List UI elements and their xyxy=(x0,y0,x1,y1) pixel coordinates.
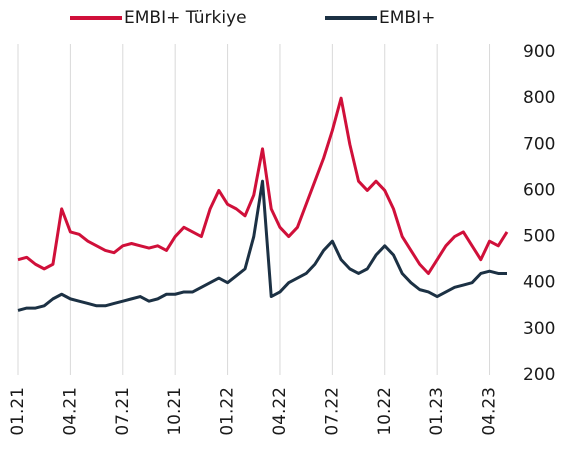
x-tick-label: 04.22 xyxy=(270,387,290,436)
y-tick-label: 800 xyxy=(523,88,555,108)
x-tick-label: 01.21 xyxy=(8,387,28,436)
x-tick-label: 10.22 xyxy=(375,387,395,436)
y-tick-label: 700 xyxy=(523,134,555,154)
x-tick-label: 04.21 xyxy=(60,387,80,436)
legend-label: EMBI+ xyxy=(379,8,435,28)
x-tick-label: 01.22 xyxy=(218,387,238,436)
legend-label: EMBI+ Türkiye xyxy=(124,8,247,28)
y-tick-label: 900 xyxy=(523,42,555,62)
x-tick-label: 10.21 xyxy=(165,387,185,436)
y-tick-label: 500 xyxy=(523,227,555,247)
y-tick-label: 600 xyxy=(523,180,555,200)
y-tick-label: 400 xyxy=(523,273,555,293)
x-tick-label: 07.21 xyxy=(113,387,133,436)
y-tick-label: 300 xyxy=(523,319,555,339)
line xyxy=(17,179,507,312)
line xyxy=(17,96,509,275)
x-tick-label: 01.23 xyxy=(427,387,447,436)
x-tick-label: 04.23 xyxy=(480,387,500,436)
x-tick-label: 07.22 xyxy=(322,387,342,436)
y-tick-label: 200 xyxy=(523,365,555,385)
